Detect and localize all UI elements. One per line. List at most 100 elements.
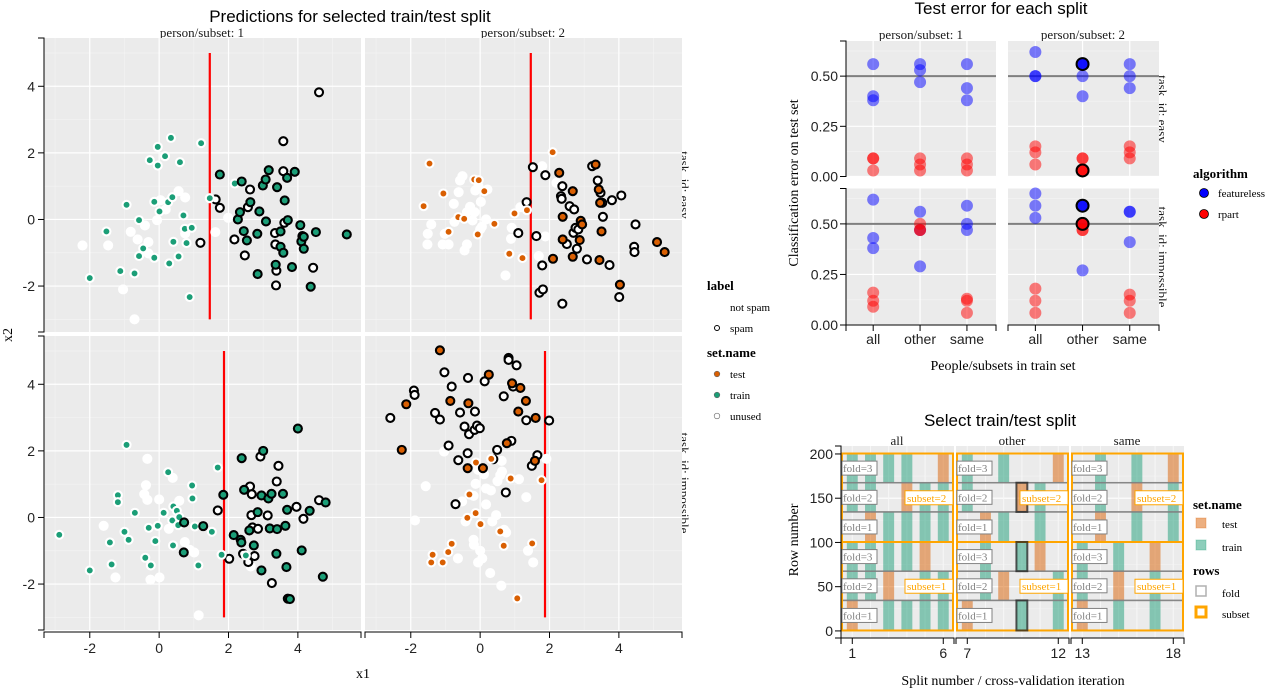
fold-label: fold=3	[956, 549, 993, 565]
error-point-featureless[interactable]	[867, 232, 880, 245]
split-tile-train[interactable]	[1113, 542, 1125, 572]
split-tile-test[interactable]	[1052, 453, 1064, 483]
split-tile-train[interactable]	[1016, 600, 1028, 631]
error-point-featureless[interactable]	[1076, 264, 1089, 277]
split-tile-train[interactable]	[1131, 511, 1143, 542]
error-point-featureless[interactable]	[1076, 70, 1089, 83]
legend-item-subset[interactable]: subset	[1194, 605, 1250, 621]
error-point-rpart[interactable]	[960, 294, 973, 307]
split-tile-train[interactable]	[901, 453, 913, 483]
split-tile-test[interactable]	[937, 453, 949, 483]
error-point-featureless[interactable]	[1076, 90, 1089, 103]
error-point-featureless[interactable]	[867, 58, 880, 71]
error-point-rpart[interactable]	[1029, 294, 1042, 307]
split-tile-train[interactable]	[883, 511, 895, 542]
data-point-train-spam	[245, 197, 256, 208]
split-tile-train[interactable]	[883, 600, 895, 631]
selected-error-point-featureless[interactable]	[1075, 57, 1090, 72]
error-point-rpart[interactable]	[914, 164, 927, 177]
error-point-featureless[interactable]	[1029, 70, 1042, 83]
selected-error-point-rpart[interactable]	[1075, 163, 1090, 178]
split-tile-train[interactable]	[901, 600, 913, 631]
legend-item-unused[interactable]: unused	[713, 411, 762, 423]
error-point-rpart[interactable]	[1123, 152, 1136, 165]
error-point-featureless[interactable]	[960, 82, 973, 95]
error-point-featureless[interactable]	[960, 58, 973, 71]
split-tile-train[interactable]	[937, 511, 949, 542]
error-point-rpart[interactable]	[1029, 306, 1042, 319]
split-tile-train[interactable]	[883, 542, 895, 572]
error-point-featureless[interactable]	[867, 242, 880, 255]
split-tile-test[interactable]	[883, 571, 895, 601]
error-point-featureless[interactable]	[1123, 70, 1136, 83]
split-tile-train[interactable]	[901, 542, 913, 572]
error-point-rpart[interactable]	[1123, 306, 1136, 319]
legend-item-not-spam[interactable]: not spam	[714, 302, 771, 314]
error-point-rpart[interactable]	[960, 306, 973, 319]
error-point-featureless[interactable]	[867, 94, 880, 107]
split-tile-test[interactable]	[1113, 571, 1125, 601]
legend-item-spam[interactable]: spam	[714, 323, 754, 335]
data-point-unused-not-spam	[142, 494, 153, 505]
subset-label-text: subset=2	[1137, 493, 1176, 505]
split-tile-train[interactable]	[883, 453, 895, 483]
error-point-rpart[interactable]	[867, 300, 880, 313]
error-point-featureless[interactable]	[960, 94, 973, 107]
split-tile-test[interactable]	[919, 542, 931, 572]
split-tile-test[interactable]	[1167, 453, 1179, 483]
error-point-rpart[interactable]	[867, 152, 880, 165]
legend-item-test[interactable]: test	[1195, 517, 1237, 531]
split-tile-train[interactable]	[901, 511, 913, 542]
error-point-featureless[interactable]	[1029, 187, 1042, 200]
selected-split-outline[interactable]	[1015, 599, 1029, 632]
split-tile-train[interactable]	[1131, 453, 1143, 483]
legend-item-test[interactable]: test	[713, 369, 745, 381]
error-point-rpart[interactable]	[1029, 282, 1042, 295]
error-point-rpart[interactable]	[1123, 294, 1136, 307]
legend-item-featureless[interactable]: featureless	[1199, 188, 1266, 200]
split-tile-train[interactable]	[919, 600, 931, 631]
error-point-featureless[interactable]	[914, 76, 927, 89]
legend-item-train[interactable]: train	[1195, 539, 1243, 554]
error-point-rpart[interactable]	[867, 164, 880, 177]
error-point-featureless[interactable]	[960, 223, 973, 236]
split-tile-train[interactable]	[1052, 600, 1064, 631]
split-tile-test[interactable]	[998, 571, 1010, 601]
legend-item-rpart[interactable]: rpart	[1199, 209, 1239, 221]
error-point-featureless[interactable]	[1123, 236, 1136, 249]
error-point-featureless[interactable]	[1123, 82, 1136, 95]
split-tile-train[interactable]	[1167, 511, 1179, 542]
error-point-featureless[interactable]	[914, 260, 927, 273]
error-point-featureless[interactable]	[914, 205, 927, 218]
split-tile-train[interactable]	[919, 511, 931, 542]
error-point-featureless[interactable]	[1029, 46, 1042, 59]
error-point-rpart[interactable]	[1076, 152, 1089, 165]
legend-item-fold[interactable]: fold	[1195, 585, 1240, 600]
selected-split-outline[interactable]	[1015, 541, 1029, 573]
split-tile-test[interactable]	[1034, 542, 1046, 572]
split-tile-test[interactable]	[1149, 542, 1161, 572]
error-point-featureless[interactable]	[914, 64, 927, 77]
split-tile-train[interactable]	[1149, 600, 1161, 631]
legend-item-train[interactable]: train	[713, 390, 751, 402]
split-tile-train[interactable]	[937, 600, 949, 631]
error-point-featureless[interactable]	[1029, 199, 1042, 212]
data-point-test-spam	[567, 251, 578, 262]
error-point-featureless[interactable]	[867, 193, 880, 206]
error-point-rpart[interactable]	[1029, 158, 1042, 171]
split-tile-train[interactable]	[998, 453, 1010, 483]
fold-label-box	[956, 578, 993, 594]
error-point-rpart[interactable]	[914, 223, 927, 236]
split-tile-train[interactable]	[1034, 511, 1046, 542]
error-point-rpart[interactable]	[1029, 146, 1042, 159]
split-tile-train[interactable]	[998, 511, 1010, 542]
split-tile-train[interactable]	[1113, 600, 1125, 631]
error-point-featureless[interactable]	[1123, 205, 1136, 218]
error-point-rpart[interactable]	[960, 164, 973, 177]
error-point-featureless[interactable]	[1029, 211, 1042, 224]
split-tile-train[interactable]	[1016, 542, 1028, 572]
error-point-featureless[interactable]	[960, 199, 973, 212]
selected-error-point-rpart[interactable]	[1075, 216, 1090, 231]
selected-error-point-featureless[interactable]	[1075, 198, 1090, 213]
error-point-featureless[interactable]	[1123, 58, 1136, 71]
